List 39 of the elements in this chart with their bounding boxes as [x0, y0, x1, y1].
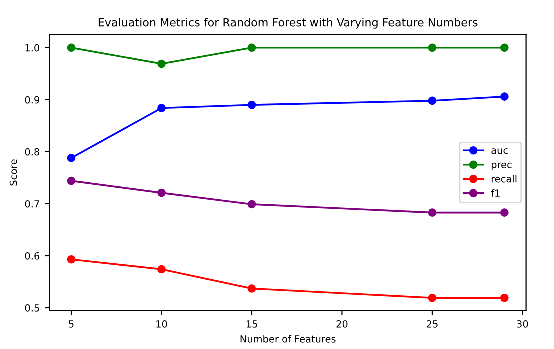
point — [428, 44, 437, 52]
legend-label: auc — [492, 148, 508, 154]
point — [158, 265, 166, 274]
y-tick-label: 0.5 — [25, 304, 40, 312]
point — [500, 44, 509, 52]
point — [158, 60, 166, 68]
point — [158, 188, 166, 198]
legend-label: f1 — [491, 189, 500, 197]
chart-title: Evaluation Metrics for Random Forest with Varying Feature Numbers — [98, 18, 478, 29]
y-tick-label: 0.7 — [25, 200, 40, 208]
point — [67, 44, 76, 52]
y-tick-label: 0.9 — [25, 96, 40, 104]
x-tick-label: 20 — [336, 320, 348, 328]
x-tick-label: 10 — [156, 320, 168, 328]
x-tick-label: 30 — [517, 320, 528, 328]
x-tick-label: 25 — [426, 320, 438, 328]
point — [248, 284, 256, 293]
y-axis-title: Score — [10, 160, 18, 186]
point — [67, 154, 76, 162]
x-tick-label: 15 — [246, 320, 258, 328]
point — [67, 176, 76, 186]
point — [428, 96, 437, 106]
point — [500, 208, 509, 217]
point — [500, 294, 509, 302]
y-tick-label: 0.8 — [25, 148, 40, 156]
x-tick-label: 5 — [69, 320, 74, 328]
point — [158, 104, 166, 112]
x-axis-title: Number of Features — [240, 335, 336, 343]
point — [500, 92, 509, 101]
point — [428, 294, 437, 302]
y-tick-label: 1.0 — [26, 44, 40, 52]
legend-label: prec — [492, 162, 512, 170]
legend-label: recall — [492, 175, 517, 183]
point — [67, 255, 76, 264]
point — [248, 100, 256, 110]
point — [428, 208, 437, 217]
point — [248, 200, 256, 209]
y-tick-label: 0.6 — [25, 252, 40, 260]
point — [248, 44, 256, 52]
